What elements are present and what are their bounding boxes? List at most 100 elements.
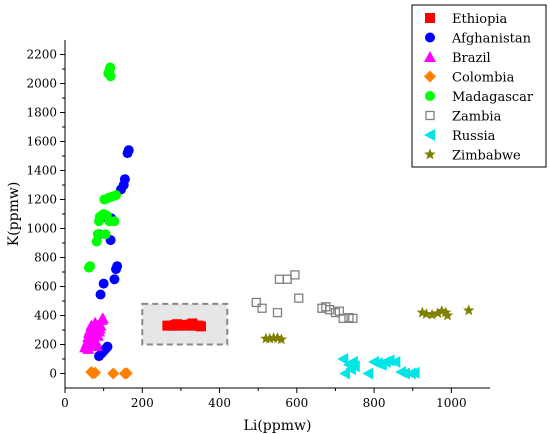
series-zimbabwe (260, 304, 475, 345)
data-point (339, 367, 351, 380)
x-tick-label: 200 (131, 396, 154, 410)
data-point (89, 366, 102, 379)
x-tick-label: 800 (363, 396, 386, 410)
data-point (294, 293, 304, 303)
data-point (290, 270, 300, 280)
data-point (98, 278, 109, 289)
data-point (100, 229, 111, 240)
legend-marker (425, 32, 435, 43)
data-point (102, 341, 113, 352)
data-point (109, 274, 120, 285)
data-point (105, 71, 116, 82)
axes: 0 200 400 600 800 1000 0 200 400 600 800 1000 1200 14… (26, 40, 490, 410)
legend-label: Madagascar (452, 90, 534, 105)
y-tick-label: 2200 (26, 48, 57, 62)
legend-item: Colombia (424, 70, 515, 86)
data-point (337, 353, 349, 365)
data-point (348, 313, 358, 324)
legend-item: Afghanistan (425, 32, 532, 47)
legend-label: Zambia (452, 110, 502, 125)
data-point (107, 367, 120, 380)
x-axis-title: Li(ppmw) (244, 418, 312, 434)
series-russia (337, 353, 420, 380)
legend-label: Afghanistan (451, 32, 532, 47)
data-point (272, 307, 283, 318)
legend-marker (424, 51, 436, 62)
x-tick-label: 400 (208, 396, 231, 410)
data-point (325, 305, 335, 315)
legend-label: Brazil (452, 51, 491, 66)
legend-item: Russia (424, 129, 496, 144)
data-point (274, 274, 285, 284)
legend-label: Zimbabwe (452, 149, 521, 164)
data-point (120, 367, 133, 380)
legend-item: Madagascar (425, 90, 534, 105)
data-point (109, 216, 120, 227)
data-point (275, 333, 288, 345)
legend: Ethiopia Afghanistan Brazil Colombia Madagas… (411, 4, 547, 168)
data-point (383, 354, 395, 367)
y-tick-label: 1200 (26, 193, 57, 207)
data-point (436, 305, 448, 316)
data-point (441, 309, 454, 321)
legend-marker (425, 91, 435, 101)
legend-marker (424, 148, 436, 160)
y-tick-label: 2000 (26, 77, 57, 91)
data-point (92, 229, 103, 240)
series-brazil (79, 312, 109, 354)
data-point (408, 366, 420, 379)
legend-item: Brazil (424, 51, 491, 66)
data-point (362, 367, 374, 380)
x-tick-label: 600 (285, 396, 308, 410)
y-tick-label: 600 (34, 280, 57, 294)
data-point (399, 367, 410, 380)
data-point (86, 338, 99, 350)
data-point (196, 321, 206, 332)
data-point (96, 312, 109, 324)
legend-marker (425, 110, 435, 121)
data-point (172, 319, 183, 330)
data-point (95, 289, 106, 300)
x-tick-label: 1000 (436, 396, 467, 410)
data-point (112, 261, 123, 272)
legend-marker (424, 129, 435, 141)
data-point (105, 62, 116, 73)
data-point (264, 332, 276, 344)
data-point (187, 318, 198, 329)
y-tick-label: 1600 (26, 135, 57, 149)
data-point (432, 307, 444, 319)
data-point (439, 306, 452, 318)
legend-label: Ethiopia (452, 12, 508, 27)
data-point (85, 261, 96, 272)
data-point (389, 355, 401, 368)
x-tick-label: 0 (61, 396, 69, 410)
legend-marker (425, 13, 435, 23)
data-point (348, 360, 360, 373)
y-axis-title: K(ppmw) (6, 182, 22, 247)
data-point (463, 304, 475, 316)
series-ethiopia (162, 318, 206, 332)
data-point (111, 190, 121, 201)
data-point (257, 303, 267, 313)
data-point (91, 319, 104, 331)
legend-item: Ethiopia (425, 12, 508, 27)
y-tick-label: 1400 (26, 164, 57, 178)
data-point (416, 306, 429, 318)
data-point (282, 274, 292, 284)
data-point (338, 313, 348, 324)
series-colombia (85, 366, 133, 380)
legend-marker (424, 70, 436, 83)
y-tick-label: 0 (49, 367, 57, 381)
y-tick-label: 200 (34, 338, 57, 352)
y-tick-label: 1000 (26, 222, 57, 236)
legend-label: Colombia (452, 71, 515, 86)
data-point (426, 308, 438, 320)
y-tick-label: 400 (34, 309, 57, 323)
y-tick-label: 800 (34, 251, 57, 265)
legend-item: Zimbabwe (424, 148, 521, 164)
data-point (420, 308, 432, 319)
data-points (79, 62, 475, 380)
data-point (123, 145, 134, 156)
y-tick-label: 1800 (26, 106, 57, 120)
legend-item: Zambia (425, 110, 502, 125)
